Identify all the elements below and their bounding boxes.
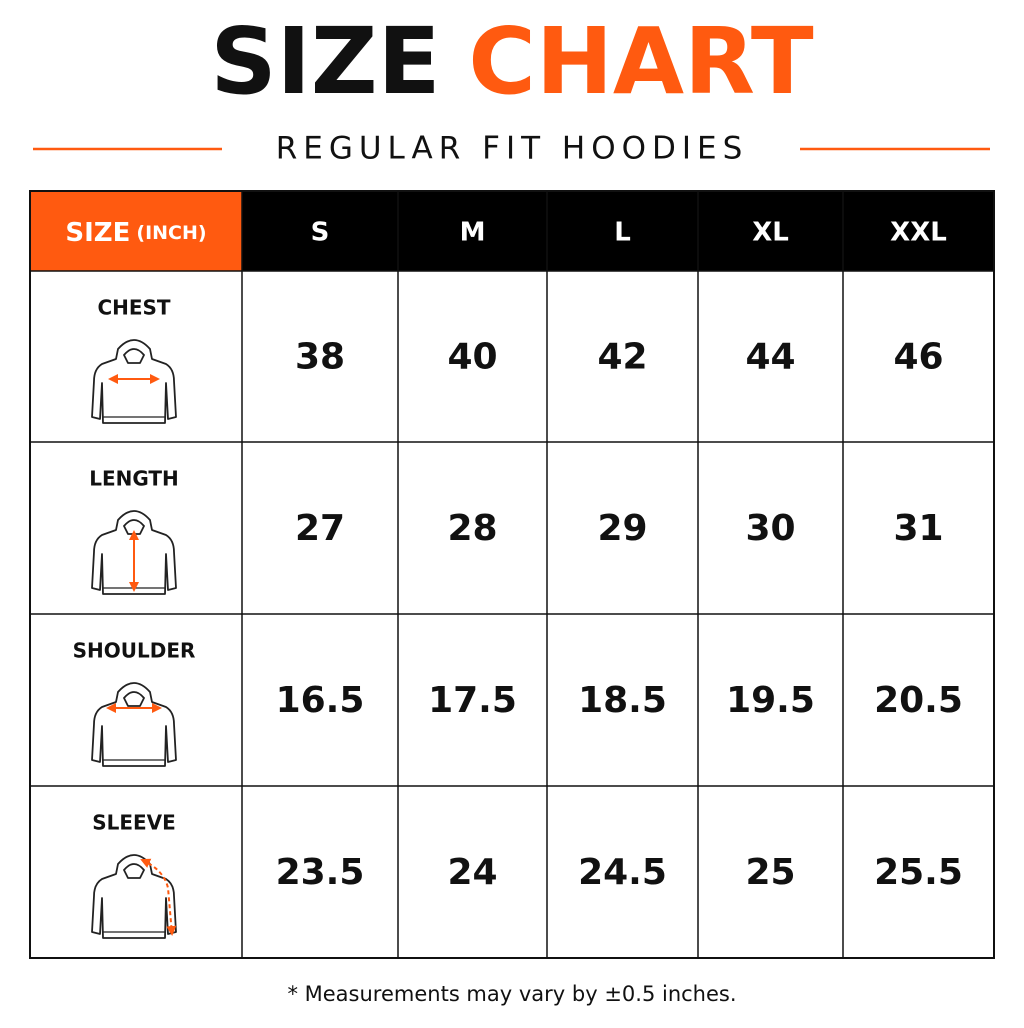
- size-value: 19.5: [726, 680, 815, 721]
- size-value: 38: [295, 337, 345, 378]
- column-header: L: [614, 218, 631, 248]
- size-value: 28: [447, 508, 497, 549]
- hoodie: [91, 682, 177, 767]
- size-value: 42: [597, 337, 647, 378]
- column-header: XXL: [890, 218, 947, 248]
- row-label: LENGTH: [89, 467, 179, 491]
- hoodie: [91, 854, 177, 939]
- corner-unit: (INCH): [136, 222, 206, 244]
- title-part1: SIZE: [210, 8, 440, 115]
- corner-text: SIZE (INCH): [65, 218, 206, 248]
- title: SIZE CHART: [210, 8, 813, 115]
- size-value: 24: [447, 852, 497, 893]
- size-value: 24.5: [578, 852, 667, 893]
- column-header: XL: [752, 218, 789, 248]
- column-header: M: [460, 218, 486, 248]
- corner-label: SIZE: [65, 218, 130, 248]
- footnote: * Measurements may vary by ±0.5 inches.: [287, 982, 736, 1006]
- size-value: 40: [447, 337, 497, 378]
- subtitle: REGULAR FIT HOODIES: [276, 131, 749, 167]
- size-value: 25: [745, 852, 795, 893]
- size-value: 23.5: [276, 852, 365, 893]
- hoodie-icon: [91, 854, 177, 939]
- size-value: 31: [893, 508, 943, 549]
- measure-arrow: [140, 858, 177, 936]
- title-part2: CHART: [468, 8, 813, 115]
- size-value: 25.5: [874, 852, 963, 893]
- size-value: 29: [597, 508, 647, 549]
- size-value: 44: [745, 337, 795, 378]
- corner-cell: [30, 191, 242, 271]
- table-body: S M L XL XXL CHEST 38 40 42 44 46 LENGTH 27 28 29 30 31 S…: [30, 191, 995, 959]
- size-value: 18.5: [578, 680, 667, 721]
- hoodie: [91, 339, 177, 424]
- size-value: 17.5: [428, 680, 517, 721]
- size-value: 27: [295, 508, 345, 549]
- hoodie-icon: [91, 510, 177, 595]
- row-label: SLEEVE: [92, 811, 176, 835]
- hoodie-icon: [91, 682, 177, 767]
- size-value: 20.5: [874, 680, 963, 721]
- size-value: 46: [893, 337, 943, 378]
- row-label: SHOULDER: [73, 639, 196, 663]
- header-row: [242, 191, 994, 271]
- row-label: CHEST: [97, 296, 170, 320]
- hoodie-icon: [91, 339, 177, 424]
- size-value: 30: [745, 508, 795, 549]
- column-header: S: [311, 218, 330, 248]
- size-value: 16.5: [276, 680, 365, 721]
